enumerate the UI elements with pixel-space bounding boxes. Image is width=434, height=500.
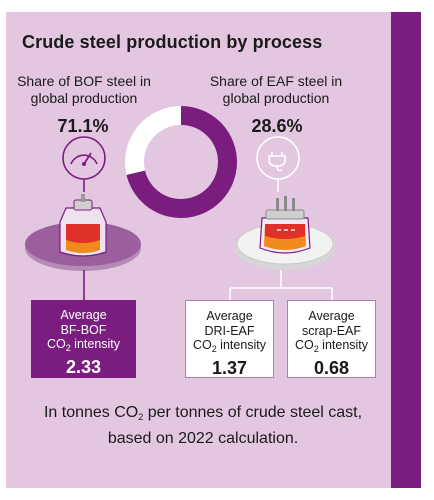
accent-bar (391, 12, 421, 488)
bf-bof-intensity-box: Average BF-BOF CO2 intensity 2.33 (31, 300, 136, 378)
bof-furnace-icon (25, 194, 141, 271)
box-line: CO (192, 338, 212, 352)
box-line: Average (60, 308, 107, 322)
connector-lines (83, 270, 333, 300)
scrap-eaf-intensity-box: Average scrap-EAF CO2 intensity 0.68 (287, 300, 376, 378)
donut-slice-bof (126, 106, 237, 218)
dri-eaf-intensity-value: 1.37 (211, 357, 248, 378)
box-line: intensity (318, 338, 369, 352)
power-plug-icon (256, 136, 300, 192)
bof-share-label: Share of BOF steel in global production (17, 73, 151, 106)
bf-bof-intensity-value: 2.33 (65, 356, 102, 377)
dri-eaf-intensity-box: Average DRI-EAF CO2 intensity 1.37 (185, 300, 274, 378)
eaf-share-label: Share of EAF steel in global production (209, 73, 343, 106)
box-line: Average (206, 309, 253, 323)
box-line: scrap-EAF (301, 323, 362, 338)
note-text: per tonnes of crude steel cast, based on… (107, 404, 363, 447)
box-line: Average (308, 309, 355, 323)
box-line: intensity (70, 337, 121, 351)
subscript: 2 (138, 412, 144, 422)
box-line: BF-BOF (60, 322, 107, 337)
box-line: CO (294, 338, 314, 352)
eaf-share-value: 28.6% (251, 116, 303, 136)
subscript: 2 (313, 344, 319, 354)
box-line: CO (46, 337, 66, 351)
box-line: intensity (216, 338, 267, 352)
note-text: In tonnes CO (43, 404, 139, 421)
eaf-furnace-icon (235, 196, 335, 270)
subscript: 2 (65, 343, 71, 353)
subscript: 2 (211, 344, 217, 354)
page-title: Crude steel production by process (22, 32, 323, 52)
scrap-eaf-intensity-value: 0.68 (313, 357, 350, 378)
share-donut-chart (125, 106, 237, 218)
box-line: DRI-EAF (204, 323, 255, 338)
gauge-icon (62, 136, 106, 192)
bof-share-value: 71.1% (57, 116, 109, 136)
donut-slice-eaf (125, 106, 181, 175)
units-note: In tonnes CO2 per tonnes of crude steel … (20, 402, 386, 449)
